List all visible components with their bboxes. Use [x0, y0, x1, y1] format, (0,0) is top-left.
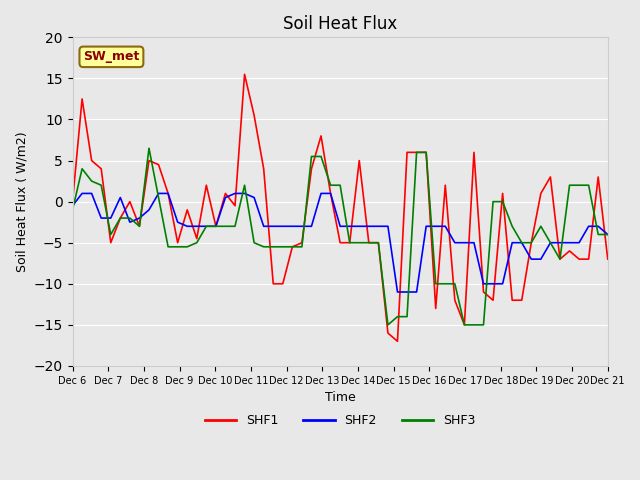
SHF3	[145, 145, 153, 151]
X-axis label: Time: Time	[324, 391, 355, 404]
SHF1	[604, 256, 612, 262]
SHF3	[88, 178, 95, 184]
SHF1	[451, 297, 459, 303]
Text: SW_met: SW_met	[83, 50, 140, 63]
SHF3	[308, 154, 316, 159]
Line: SHF1: SHF1	[72, 74, 608, 341]
SHF2	[68, 203, 76, 209]
SHF2	[78, 191, 86, 196]
SHF2	[221, 195, 229, 201]
SHF2	[461, 240, 468, 246]
SHF2	[394, 289, 401, 295]
SHF3	[97, 182, 105, 188]
Title: Soil Heat Flux: Soil Heat Flux	[283, 15, 397, 33]
Legend: SHF1, SHF2, SHF3: SHF1, SHF2, SHF3	[200, 409, 481, 432]
SHF3	[604, 232, 612, 238]
SHF3	[68, 207, 76, 213]
SHF1	[308, 166, 316, 172]
SHF2	[97, 215, 105, 221]
SHF1	[394, 338, 401, 344]
SHF3	[221, 223, 229, 229]
SHF1	[68, 199, 76, 204]
SHF1	[88, 158, 95, 164]
Line: SHF3: SHF3	[72, 148, 608, 325]
SHF1	[97, 166, 105, 172]
SHF2	[451, 240, 459, 246]
SHF1	[241, 72, 248, 77]
SHF1	[212, 223, 220, 229]
SHF3	[461, 322, 468, 328]
SHF3	[384, 322, 392, 328]
Line: SHF2: SHF2	[72, 193, 608, 292]
SHF2	[107, 215, 115, 221]
SHF1	[461, 322, 468, 328]
SHF2	[604, 232, 612, 238]
Y-axis label: Soil Heat Flux ( W/m2): Soil Heat Flux ( W/m2)	[15, 132, 28, 272]
SHF2	[308, 223, 316, 229]
SHF3	[451, 281, 459, 287]
